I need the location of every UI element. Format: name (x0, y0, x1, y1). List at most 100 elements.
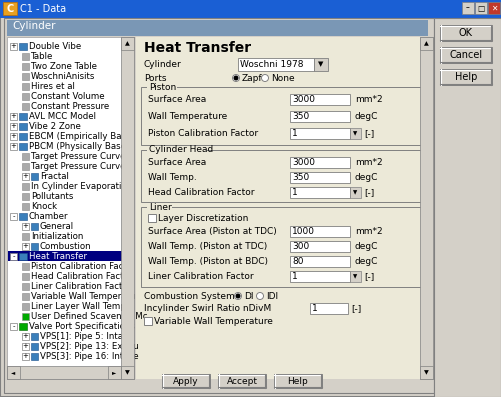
Text: Head Calibration Factor: Head Calibration Factor (31, 272, 132, 281)
Text: User Defined Scavenge Mc: User Defined Scavenge Mc (31, 312, 147, 321)
Bar (310, 303, 348, 314)
Text: VPS[3]: Pipe 16: Intake: VPS[3]: Pipe 16: Intake (40, 352, 139, 361)
Bar (22, 173, 29, 180)
Circle shape (257, 293, 264, 299)
Bar (22, 283, 29, 290)
Bar (22, 353, 29, 360)
Text: -: - (12, 324, 15, 330)
Bar (10, 43, 17, 50)
Bar (22, 203, 29, 210)
Text: Layer Discretization: Layer Discretization (158, 214, 248, 223)
Text: ▲: ▲ (424, 41, 429, 46)
Bar (22, 223, 29, 230)
Text: Cylinder: Cylinder (144, 60, 182, 69)
Bar (121, 37, 134, 50)
Text: mm*2: mm*2 (355, 158, 383, 167)
Text: □: □ (477, 4, 484, 12)
Bar (10, 253, 17, 260)
Bar (434, 18, 501, 397)
Bar (462, 2, 474, 14)
Text: degC: degC (355, 242, 378, 251)
Text: mm*2: mm*2 (355, 95, 383, 104)
Bar (31, 333, 38, 340)
Text: +: + (23, 243, 29, 249)
Bar (19, 133, 27, 140)
Text: Liner Calibration Factor: Liner Calibration Factor (148, 272, 254, 281)
Text: +: + (11, 123, 17, 129)
Bar (290, 94, 350, 105)
Bar (141, 150, 422, 202)
Bar (19, 143, 27, 150)
Bar (350, 271, 361, 282)
Text: Constant Pressure: Constant Pressure (31, 102, 109, 111)
Text: Cylinder: Cylinder (12, 21, 56, 31)
Text: Woschni 1978: Woschni 1978 (240, 60, 304, 69)
Bar (121, 366, 134, 379)
Text: Apply: Apply (173, 376, 199, 385)
Bar (22, 303, 29, 310)
Text: General: General (40, 222, 74, 231)
Bar (350, 187, 361, 198)
Text: Liner Calibration Factor: Liner Calibration Factor (31, 282, 131, 291)
Text: None: None (271, 74, 295, 83)
Circle shape (236, 294, 240, 298)
Bar (290, 157, 350, 168)
Bar (440, 69, 492, 85)
Bar (7, 366, 121, 379)
Text: 3000: 3000 (292, 95, 315, 104)
Text: Initialization: Initialization (31, 232, 83, 241)
Text: Target Pressure Curve S: Target Pressure Curve S (31, 162, 134, 171)
Text: Help: Help (288, 376, 309, 385)
Text: Target Pressure Curve: Target Pressure Curve (31, 152, 125, 161)
Text: Wall Temp.: Wall Temp. (148, 173, 197, 182)
Text: Piston Calibration Factor: Piston Calibration Factor (148, 129, 258, 138)
Bar (314, 58, 328, 71)
Bar (4, 18, 434, 393)
Bar (420, 366, 433, 379)
Circle shape (234, 293, 241, 299)
Text: ✕: ✕ (491, 4, 497, 12)
Bar (22, 293, 29, 300)
Bar (31, 223, 38, 230)
Text: +: + (23, 224, 29, 229)
Text: Two Zone Table: Two Zone Table (31, 62, 97, 71)
Bar (31, 343, 38, 350)
Bar (19, 123, 27, 130)
Bar (22, 273, 29, 280)
Bar (19, 323, 27, 330)
Text: -: - (12, 214, 15, 220)
Bar (350, 128, 361, 139)
Bar (19, 43, 27, 50)
Bar (290, 172, 350, 183)
Text: ◄: ◄ (12, 370, 16, 375)
Text: C: C (7, 4, 14, 13)
Text: Wall Temp. (Piston at TDC): Wall Temp. (Piston at TDC) (148, 242, 267, 251)
Bar (22, 343, 29, 350)
Bar (22, 183, 29, 190)
Text: +: + (23, 343, 29, 349)
Text: Liner Layer Wall Tempe: Liner Layer Wall Tempe (31, 302, 131, 311)
Text: mm*2: mm*2 (355, 227, 383, 236)
Text: WoschniAnisits: WoschniAnisits (31, 72, 95, 81)
Text: Head Calibration Factor: Head Calibration Factor (148, 188, 255, 197)
Bar (19, 253, 27, 260)
Bar (22, 53, 29, 60)
Bar (290, 111, 350, 122)
Bar (22, 233, 29, 240)
Bar (10, 143, 17, 150)
Bar (31, 173, 38, 180)
Text: Wall Temperature: Wall Temperature (148, 112, 227, 121)
Bar (22, 243, 29, 250)
Bar (420, 37, 433, 50)
Bar (3, 2, 17, 15)
Text: Fractal: Fractal (40, 172, 69, 181)
Bar (162, 374, 210, 388)
Text: In Cylinder Evaporation: In Cylinder Evaporation (31, 182, 132, 191)
Text: Surface Area: Surface Area (148, 95, 206, 104)
Text: ▼: ▼ (353, 190, 358, 195)
Bar (22, 103, 29, 110)
Text: Double Vibe: Double Vibe (29, 42, 81, 51)
Bar (218, 374, 266, 388)
Text: +: + (11, 44, 17, 50)
Bar (7, 37, 134, 379)
